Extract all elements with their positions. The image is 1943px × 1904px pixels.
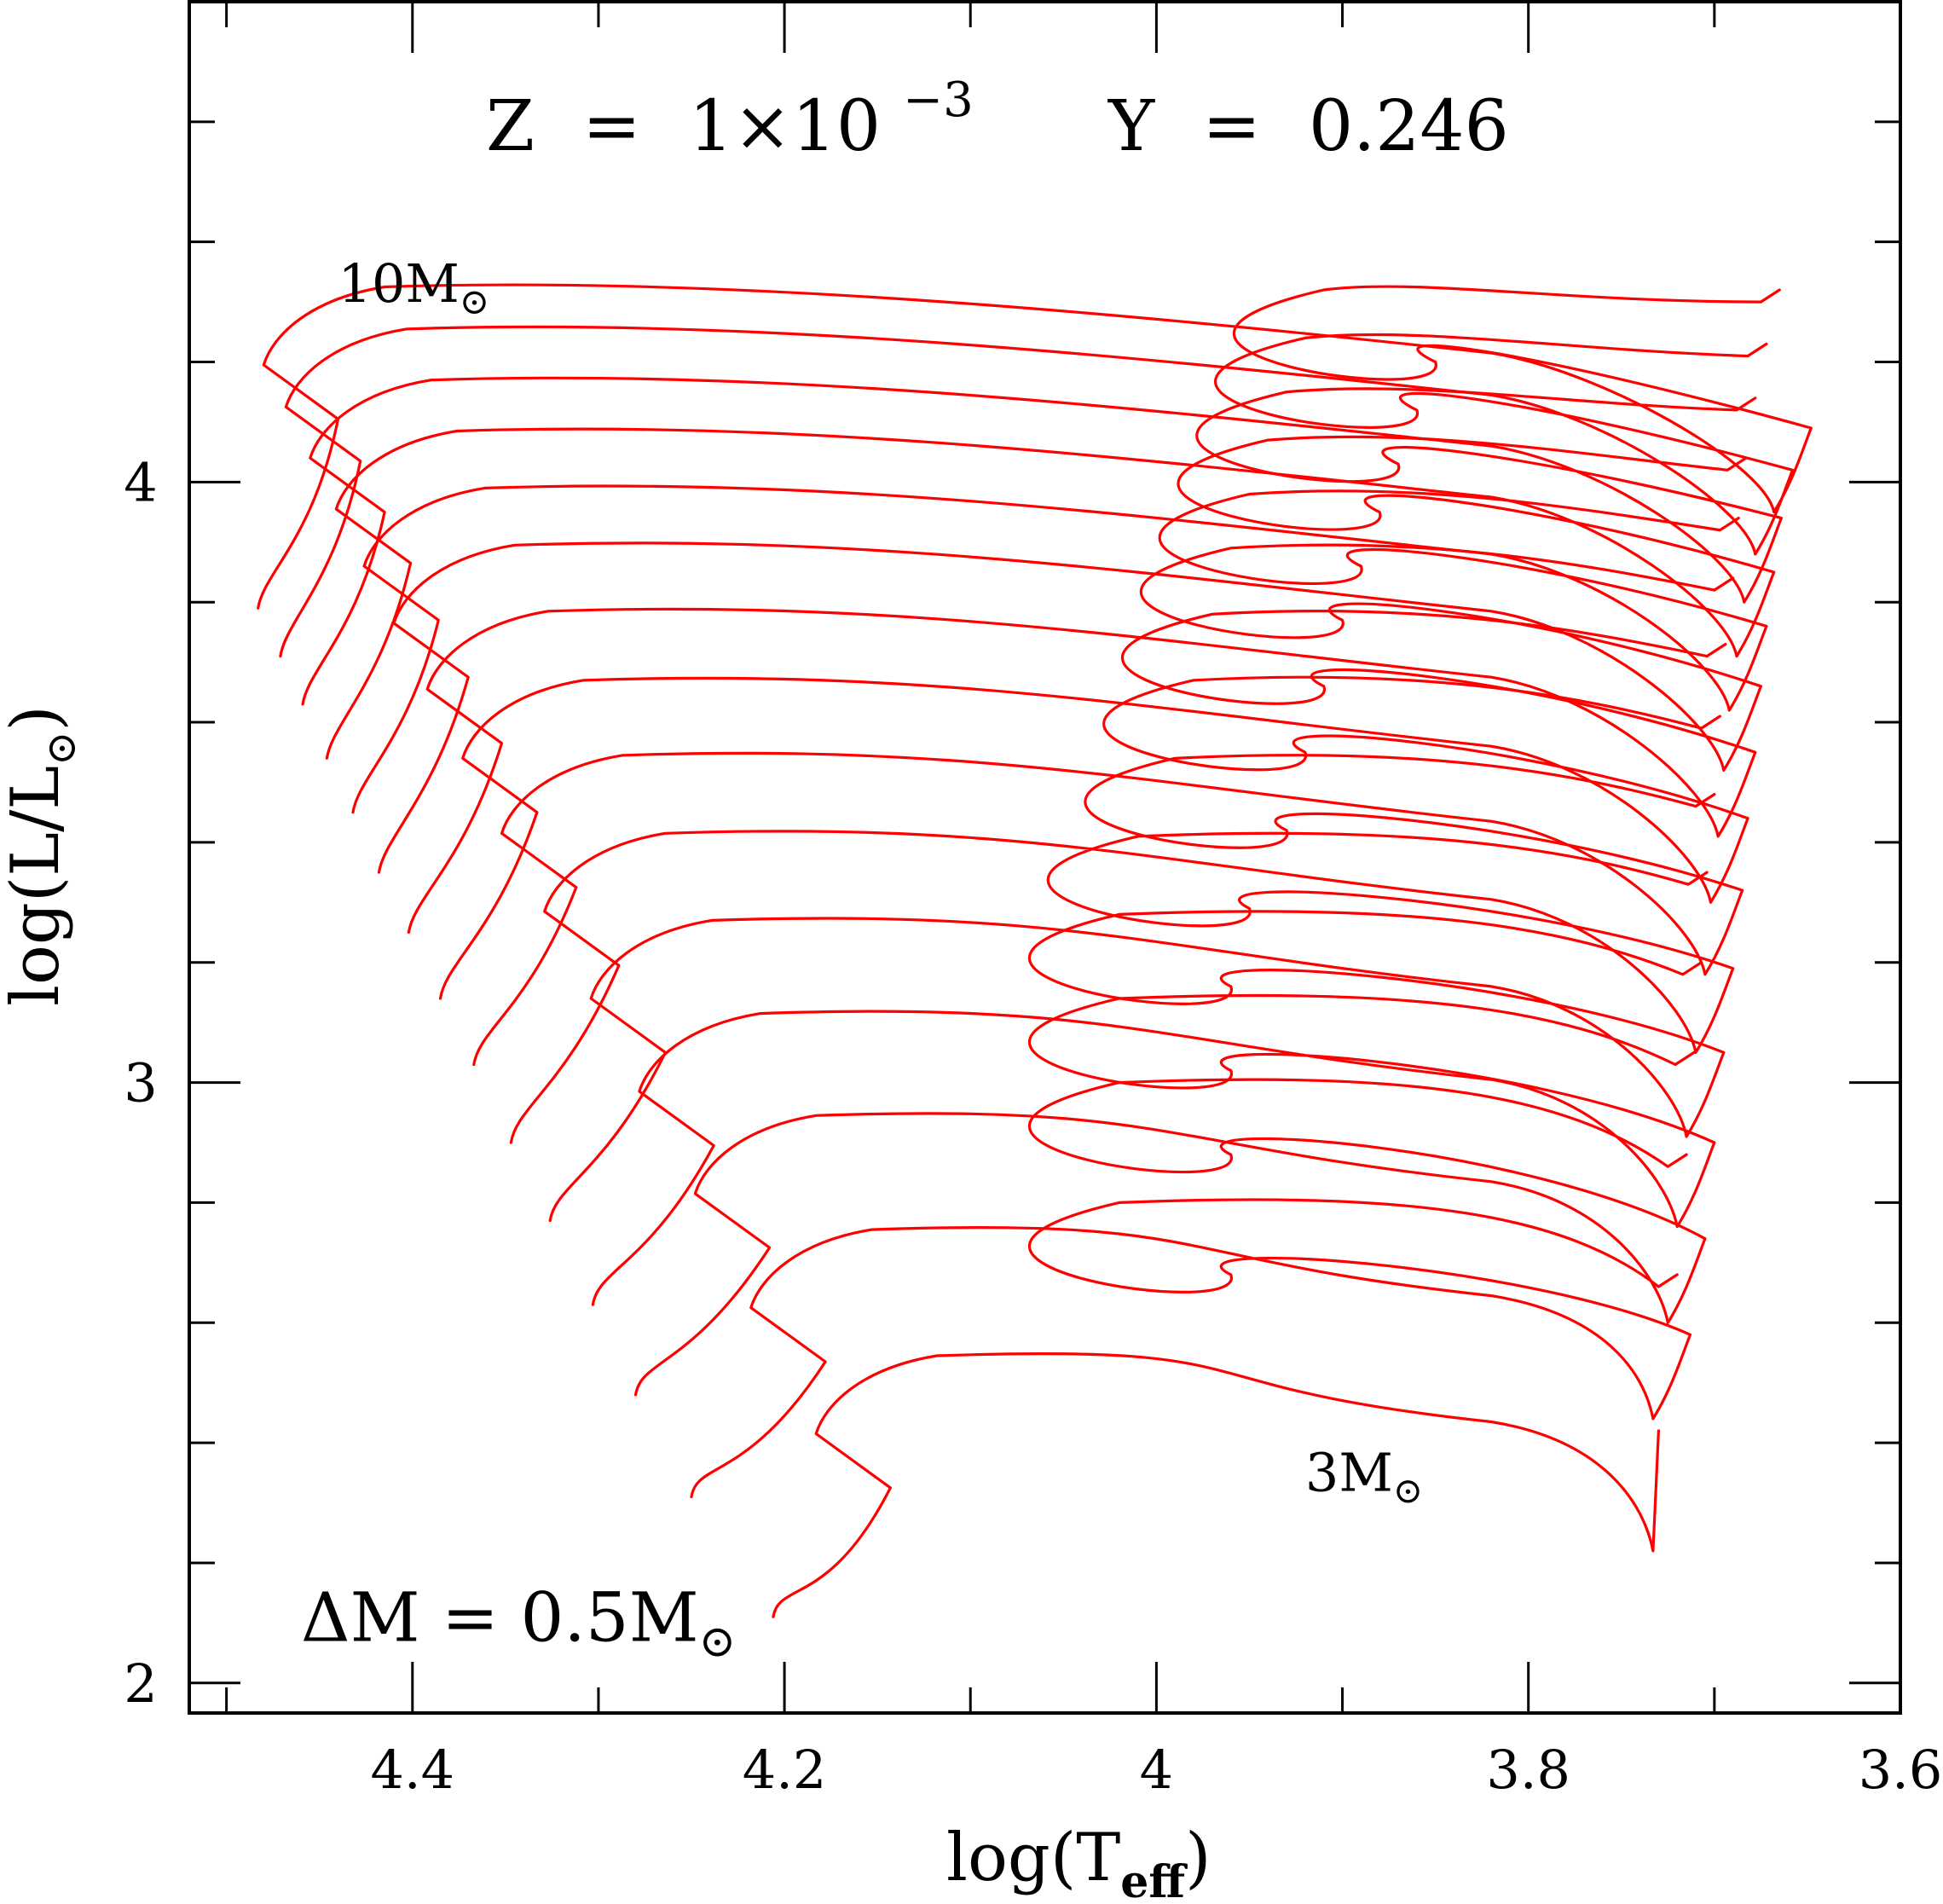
track-5-msun [548,910,1726,1223]
track-3-5-msun [690,1198,1692,1499]
y-tick-label: 2 [124,1652,157,1715]
track-5-5-msun [509,830,1735,1144]
track-4-5-msun [591,993,1716,1306]
annotation-bottom-mass: 3M⊙ [1305,1441,1423,1511]
track-3-msun [772,1351,1660,1618]
annotation-mass-step: ΔM = 0.5M⊙ [301,1577,736,1667]
track-7-msun [407,607,1757,935]
track-10-msun [257,283,1813,610]
track-7-5-msun [377,541,1762,874]
annotations: 10M⊙ 3M⊙ ΔM = 0.5M⊙ [301,252,1423,1667]
track-9-5-msun [279,325,1795,658]
y-tick-label: 4 [124,451,157,513]
chart-title-z: Z = 1×10 −3 [486,72,974,167]
x-tick-label: 3.6 [1859,1739,1943,1801]
evolutionary-tracks [257,283,1813,1618]
chart-title-y: Y = 0.246 [1107,86,1509,167]
x-axis-label: log(Teff) [946,1820,1211,1904]
x-tick-label: 3.8 [1486,1739,1570,1801]
annotation-top-mass: 10M⊙ [338,252,490,322]
track-9-msun [301,376,1783,706]
track-4-msun [634,1078,1707,1397]
track-8-msun [351,484,1768,814]
y-tick-label: 3 [124,1052,157,1114]
x-tick-label: 4 [1140,1739,1173,1801]
track-8-5-msun [325,427,1776,760]
plot-frame [188,0,1902,1715]
track-6-msun [472,751,1744,1067]
y-axis-label: log(L/L⊙) [0,705,85,1006]
x-tick-label: 4.4 [370,1739,454,1801]
track-6-5-msun [438,675,1749,1000]
x-tick-label: 4.2 [743,1739,827,1801]
axis-ticks: 4.4 4.2 4 3.8 3.6 2 3 4 [124,2,1942,1801]
